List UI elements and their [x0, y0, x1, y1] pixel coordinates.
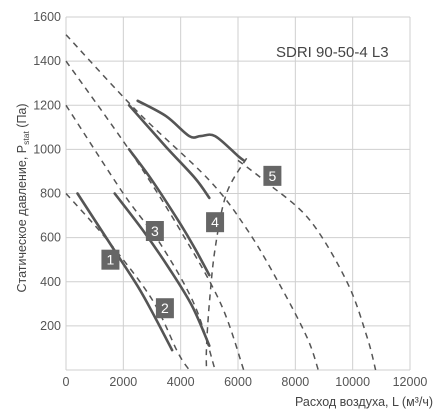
y-tick-label: 200: [40, 319, 61, 333]
y-tick-label: 600: [40, 231, 61, 245]
grid-lines: [65, 16, 411, 371]
x-axis-title: Расход воздуха, L (м³/ч): [295, 395, 433, 409]
tick-labels: 0 2000 4000 6000 8000 10000 12000 200 400 600 800 1…: [33, 10, 427, 389]
series-badge-4: [206, 212, 225, 233]
dashed-curve: [65, 60, 245, 371]
performance-curves: [76, 99, 245, 352]
y-tick-label: 400: [40, 275, 61, 289]
x-tick-label: 6000: [224, 375, 252, 389]
y-axis-title-unit: (Па): [15, 103, 29, 131]
dashed-curve: [65, 104, 216, 371]
y-axis-title: Статическое давление, Pstat (Па): [15, 103, 31, 292]
series-curve-5: [136, 99, 245, 162]
y-tick-label: 1200: [33, 98, 61, 112]
series-curve-3: [127, 148, 211, 277]
series-label-4: 4: [211, 214, 219, 230]
x-tick-label: 0: [63, 375, 70, 389]
y-tick-label: 1600: [33, 10, 61, 24]
series-badge-1: [101, 249, 120, 270]
y-axis-title-sub: stat: [21, 131, 31, 145]
y-tick-label: 800: [40, 187, 61, 201]
y-tick-label: 1400: [33, 54, 61, 68]
series-label-5: 5: [269, 168, 277, 184]
x-tick-label: 12000: [393, 375, 428, 389]
series-badge-3: [145, 221, 164, 242]
x-tick-label: 10000: [335, 375, 370, 389]
series-label-3: 3: [151, 223, 159, 239]
curve-badges: 1 2 3 4 5: [101, 165, 282, 319]
dashed-curve: [65, 193, 190, 371]
chart-title: SDRI 90-50-4 L3: [276, 44, 389, 61]
x-tick-label: 4000: [167, 375, 195, 389]
y-tick-label: 1000: [33, 142, 61, 156]
dashed-curves: [65, 34, 377, 371]
series-label-1: 1: [107, 252, 115, 268]
x-tick-label: 2000: [109, 375, 137, 389]
series-curve-1: [76, 192, 174, 352]
series-curve-2: [113, 192, 211, 347]
y-axis-title-main: Статическое давление, P: [15, 145, 29, 293]
dashed-curve: [205, 157, 248, 371]
series-label-2: 2: [161, 300, 169, 316]
series-badge-5: [263, 165, 282, 186]
dashed-curve: [65, 34, 320, 371]
x-tick-label: 8000: [281, 375, 309, 389]
series-badge-2: [155, 298, 174, 319]
series-curve-4: [127, 104, 211, 200]
